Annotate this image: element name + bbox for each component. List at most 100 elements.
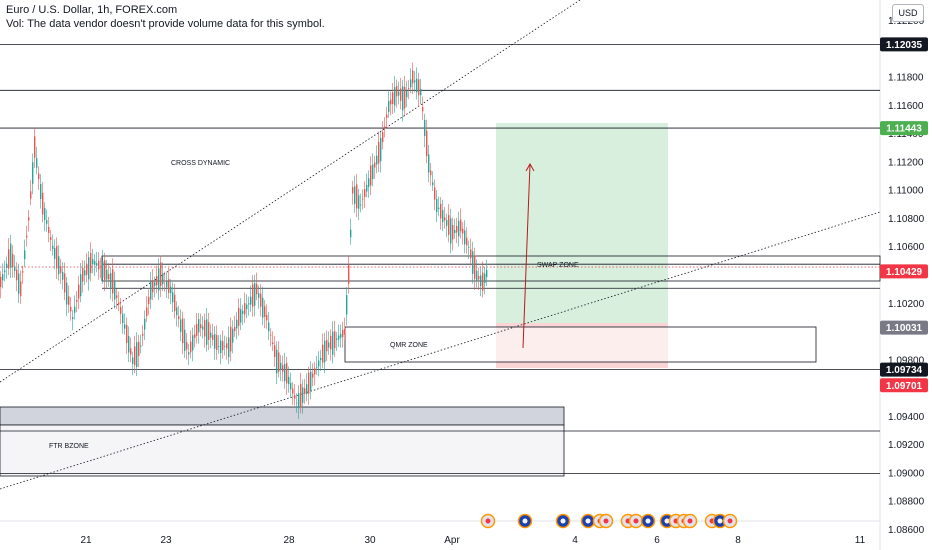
- candle-body: [290, 382, 292, 390]
- candle-body: [284, 363, 286, 382]
- candle-body: [456, 225, 458, 233]
- candle-body: [112, 269, 114, 294]
- candle-body: [300, 384, 302, 408]
- x-tick-label: 21: [80, 535, 92, 546]
- candle-body: [416, 78, 418, 93]
- qmr-zone-box[interactable]: [344, 326, 817, 363]
- candle-body: [398, 91, 400, 96]
- candle-body: [312, 373, 314, 378]
- candle-body: [2, 274, 4, 281]
- time-axis[interactable]: 21 23 28 30 Apr 4 6 8 11: [80, 535, 865, 546]
- candle-body: [166, 281, 168, 288]
- candle-body: [442, 210, 444, 223]
- candle-body: [354, 186, 356, 205]
- candle-body: [176, 307, 178, 316]
- swap-zone-box[interactable]: [101, 255, 881, 282]
- candle-body: [168, 279, 170, 293]
- candle-body: [336, 338, 338, 340]
- flag-icon: [645, 518, 651, 524]
- candle-body: [0, 276, 2, 288]
- y-tick-label: 1.11800: [888, 73, 924, 84]
- candle-body: [188, 352, 190, 355]
- price-tag: [880, 37, 928, 52]
- candle-body: [6, 263, 8, 268]
- candle-body: [342, 329, 344, 337]
- candle-body: [138, 341, 140, 356]
- candle-body: [406, 90, 408, 98]
- y-tick-label: 1.09000: [888, 468, 925, 479]
- economic-events[interactable]: [480, 513, 738, 529]
- candle-body: [476, 270, 478, 282]
- projection-arrow[interactable]: [522, 163, 531, 349]
- candle-body: [376, 155, 378, 165]
- candle-body: [124, 324, 126, 329]
- candle-body: [288, 376, 290, 385]
- ftr-zone-box-top[interactable]: [0, 406, 565, 426]
- candle-body: [44, 208, 46, 220]
- profit-zone[interactable]: [496, 123, 668, 323]
- candle-body: [236, 319, 238, 329]
- candle-body: [148, 296, 150, 305]
- candle-body: [296, 402, 298, 404]
- candle-body: [468, 246, 470, 248]
- candle-body: [216, 335, 218, 350]
- candle-body: [360, 204, 362, 206]
- candle-body: [366, 184, 368, 192]
- candle-body: [50, 237, 52, 240]
- candle-body: [458, 220, 460, 237]
- candle-body: [310, 371, 312, 391]
- x-tick-label: 6: [654, 535, 660, 546]
- candle-body: [128, 336, 130, 353]
- candle-body: [4, 270, 6, 273]
- candle-body: [212, 334, 214, 340]
- candle-body: [372, 164, 374, 179]
- price-tag: [880, 320, 928, 335]
- candle-body: [126, 324, 128, 343]
- candle-body: [76, 299, 78, 302]
- candle-body: [400, 88, 402, 101]
- candle-body: [272, 342, 274, 344]
- candle-body: [26, 235, 28, 238]
- y-tick-label: 1.11000: [888, 186, 924, 197]
- flag-icon: [727, 518, 733, 524]
- candle-body: [466, 237, 468, 246]
- candle-body: [470, 249, 472, 259]
- candle-body: [40, 184, 42, 200]
- candle-body: [308, 372, 310, 394]
- volume-note: Vol: The data vendor doesn't provide vol…: [6, 18, 325, 30]
- price-tag-label: 1.11443: [886, 124, 922, 135]
- candle-body: [206, 319, 208, 345]
- candle-body: [200, 324, 202, 329]
- horizontal-levels: [0, 43, 880, 474]
- ftr-zone-box[interactable]: [0, 424, 565, 477]
- candlesticks: [0, 62, 488, 419]
- candle-body: [480, 275, 482, 287]
- candle-body: [24, 250, 26, 260]
- candle-body: [348, 265, 350, 284]
- candle-body: [378, 142, 380, 164]
- candle-body: [54, 248, 56, 259]
- flag-icon: [664, 518, 670, 524]
- candle-body: [260, 293, 262, 307]
- currency-badge[interactable]: USD: [892, 4, 924, 22]
- candle-body: [486, 270, 488, 278]
- candle-body: [92, 259, 94, 265]
- candle-body: [28, 217, 30, 221]
- candle-body: [338, 335, 340, 340]
- candle-body: [302, 387, 304, 403]
- candle-body: [144, 318, 146, 330]
- candle-body: [440, 203, 442, 219]
- candle-body: [96, 263, 98, 266]
- price-tag: [880, 378, 928, 393]
- candle-body: [162, 273, 164, 285]
- candle-body: [258, 293, 260, 298]
- trendline-upper[interactable]: [0, 0, 581, 383]
- candle-body: [150, 281, 152, 300]
- candle-body: [146, 307, 148, 317]
- price-tag-label: 1.10031: [886, 323, 923, 334]
- candle-body: [356, 184, 358, 209]
- candle-body: [84, 270, 86, 276]
- candle-body: [484, 273, 486, 283]
- candle-body: [358, 195, 360, 209]
